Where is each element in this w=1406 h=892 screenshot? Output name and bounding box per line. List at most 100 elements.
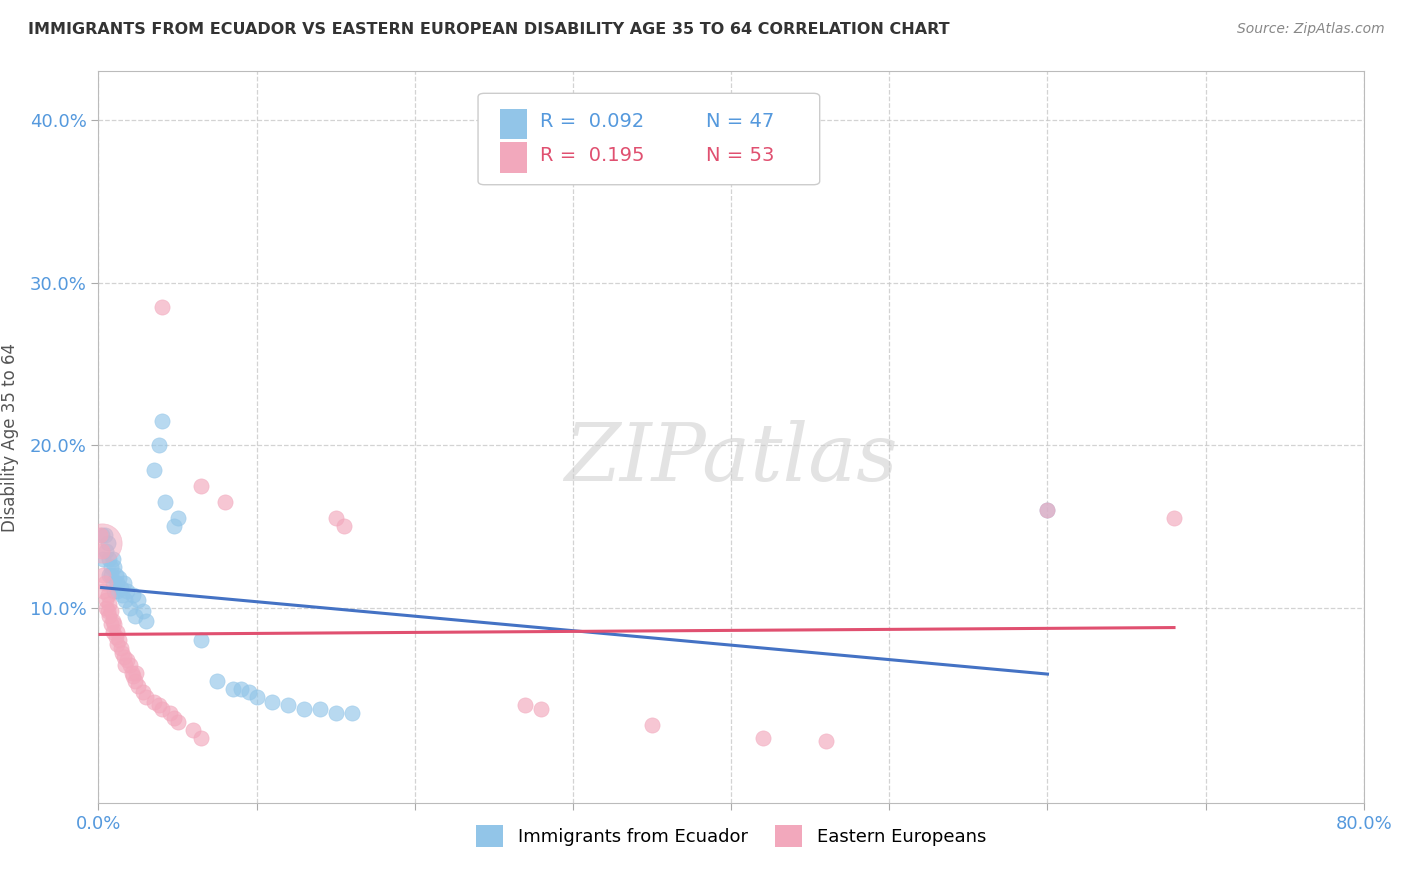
- Point: [96, 592, 118, 607]
- Point: [166, 714, 188, 729]
- Point: [97, 535, 120, 549]
- Point: [332, 519, 354, 533]
- Point: [1036, 503, 1059, 517]
- Point: [90, 535, 112, 549]
- Point: [107, 625, 129, 640]
- Point: [98, 552, 121, 566]
- Point: [101, 552, 124, 566]
- FancyBboxPatch shape: [478, 94, 820, 185]
- Point: [190, 633, 212, 648]
- Point: [101, 625, 124, 640]
- Point: [112, 649, 135, 664]
- Point: [135, 614, 157, 628]
- Point: [108, 633, 131, 648]
- Point: [132, 685, 155, 699]
- Legend: Immigrants from Ecuador, Eastern Europeans: Immigrants from Ecuador, Eastern Europea…: [467, 816, 995, 856]
- Point: [150, 701, 173, 715]
- Point: [132, 604, 155, 618]
- Point: [148, 698, 170, 713]
- Point: [1163, 511, 1185, 525]
- Point: [127, 592, 149, 607]
- Point: [100, 604, 122, 618]
- Text: IMMIGRANTS FROM ECUADOR VS EASTERN EUROPEAN DISABILITY AGE 35 TO 64 CORRELATION : IMMIGRANTS FROM ECUADOR VS EASTERN EUROP…: [28, 22, 949, 37]
- Y-axis label: Disability Age 35 to 64: Disability Age 35 to 64: [0, 343, 18, 532]
- Point: [103, 617, 125, 632]
- Point: [190, 479, 212, 493]
- Point: [90, 527, 112, 541]
- Point: [112, 576, 135, 591]
- Text: Source: ZipAtlas.com: Source: ZipAtlas.com: [1237, 22, 1385, 37]
- Point: [93, 527, 117, 541]
- Point: [246, 690, 269, 705]
- Point: [814, 734, 837, 748]
- Point: [104, 630, 127, 644]
- Point: [103, 560, 125, 574]
- Point: [135, 690, 157, 705]
- Point: [142, 462, 165, 476]
- Point: [108, 572, 131, 586]
- Point: [530, 701, 553, 715]
- Point: [91, 552, 114, 566]
- Point: [122, 669, 145, 683]
- Point: [292, 701, 315, 715]
- Point: [309, 701, 332, 715]
- Point: [100, 617, 122, 632]
- Point: [100, 568, 122, 582]
- Point: [111, 588, 134, 602]
- Point: [124, 608, 146, 623]
- Point: [101, 576, 124, 591]
- Point: [163, 711, 186, 725]
- Point: [114, 657, 136, 672]
- Point: [100, 560, 122, 574]
- Point: [124, 673, 146, 688]
- Point: [1036, 503, 1059, 517]
- Text: R =  0.092: R = 0.092: [540, 112, 644, 131]
- Point: [340, 706, 363, 721]
- Point: [107, 576, 129, 591]
- Point: [101, 614, 124, 628]
- Point: [325, 706, 347, 721]
- Point: [262, 695, 284, 709]
- Point: [325, 511, 347, 525]
- Point: [111, 646, 134, 660]
- Point: [110, 581, 132, 595]
- Point: [166, 511, 188, 525]
- Point: [121, 665, 143, 680]
- Point: [89, 527, 111, 541]
- Point: [222, 681, 245, 696]
- Point: [205, 673, 228, 688]
- Text: ZIPatlas: ZIPatlas: [564, 420, 898, 498]
- Point: [153, 495, 176, 509]
- Point: [91, 568, 114, 582]
- Point: [125, 665, 148, 680]
- FancyBboxPatch shape: [499, 143, 527, 173]
- Point: [98, 568, 121, 582]
- Point: [107, 636, 129, 650]
- Point: [214, 495, 236, 509]
- Point: [96, 544, 118, 558]
- Point: [159, 706, 181, 721]
- Point: [114, 592, 136, 607]
- Point: [122, 588, 145, 602]
- FancyBboxPatch shape: [499, 109, 527, 139]
- Point: [104, 568, 127, 582]
- Point: [115, 653, 138, 667]
- Text: R =  0.195: R = 0.195: [540, 146, 644, 165]
- Text: N = 53: N = 53: [706, 146, 775, 165]
- Point: [98, 608, 121, 623]
- Point: [115, 584, 138, 599]
- Point: [127, 679, 149, 693]
- Point: [150, 300, 173, 314]
- Point: [641, 718, 664, 732]
- Text: N = 47: N = 47: [706, 112, 775, 131]
- Point: [190, 731, 212, 745]
- Point: [751, 731, 773, 745]
- Point: [120, 600, 141, 615]
- Point: [97, 604, 120, 618]
- Point: [96, 600, 118, 615]
- Point: [97, 588, 120, 602]
- Point: [229, 681, 252, 696]
- Point: [148, 438, 170, 452]
- Point: [183, 723, 205, 737]
- Point: [103, 584, 125, 599]
